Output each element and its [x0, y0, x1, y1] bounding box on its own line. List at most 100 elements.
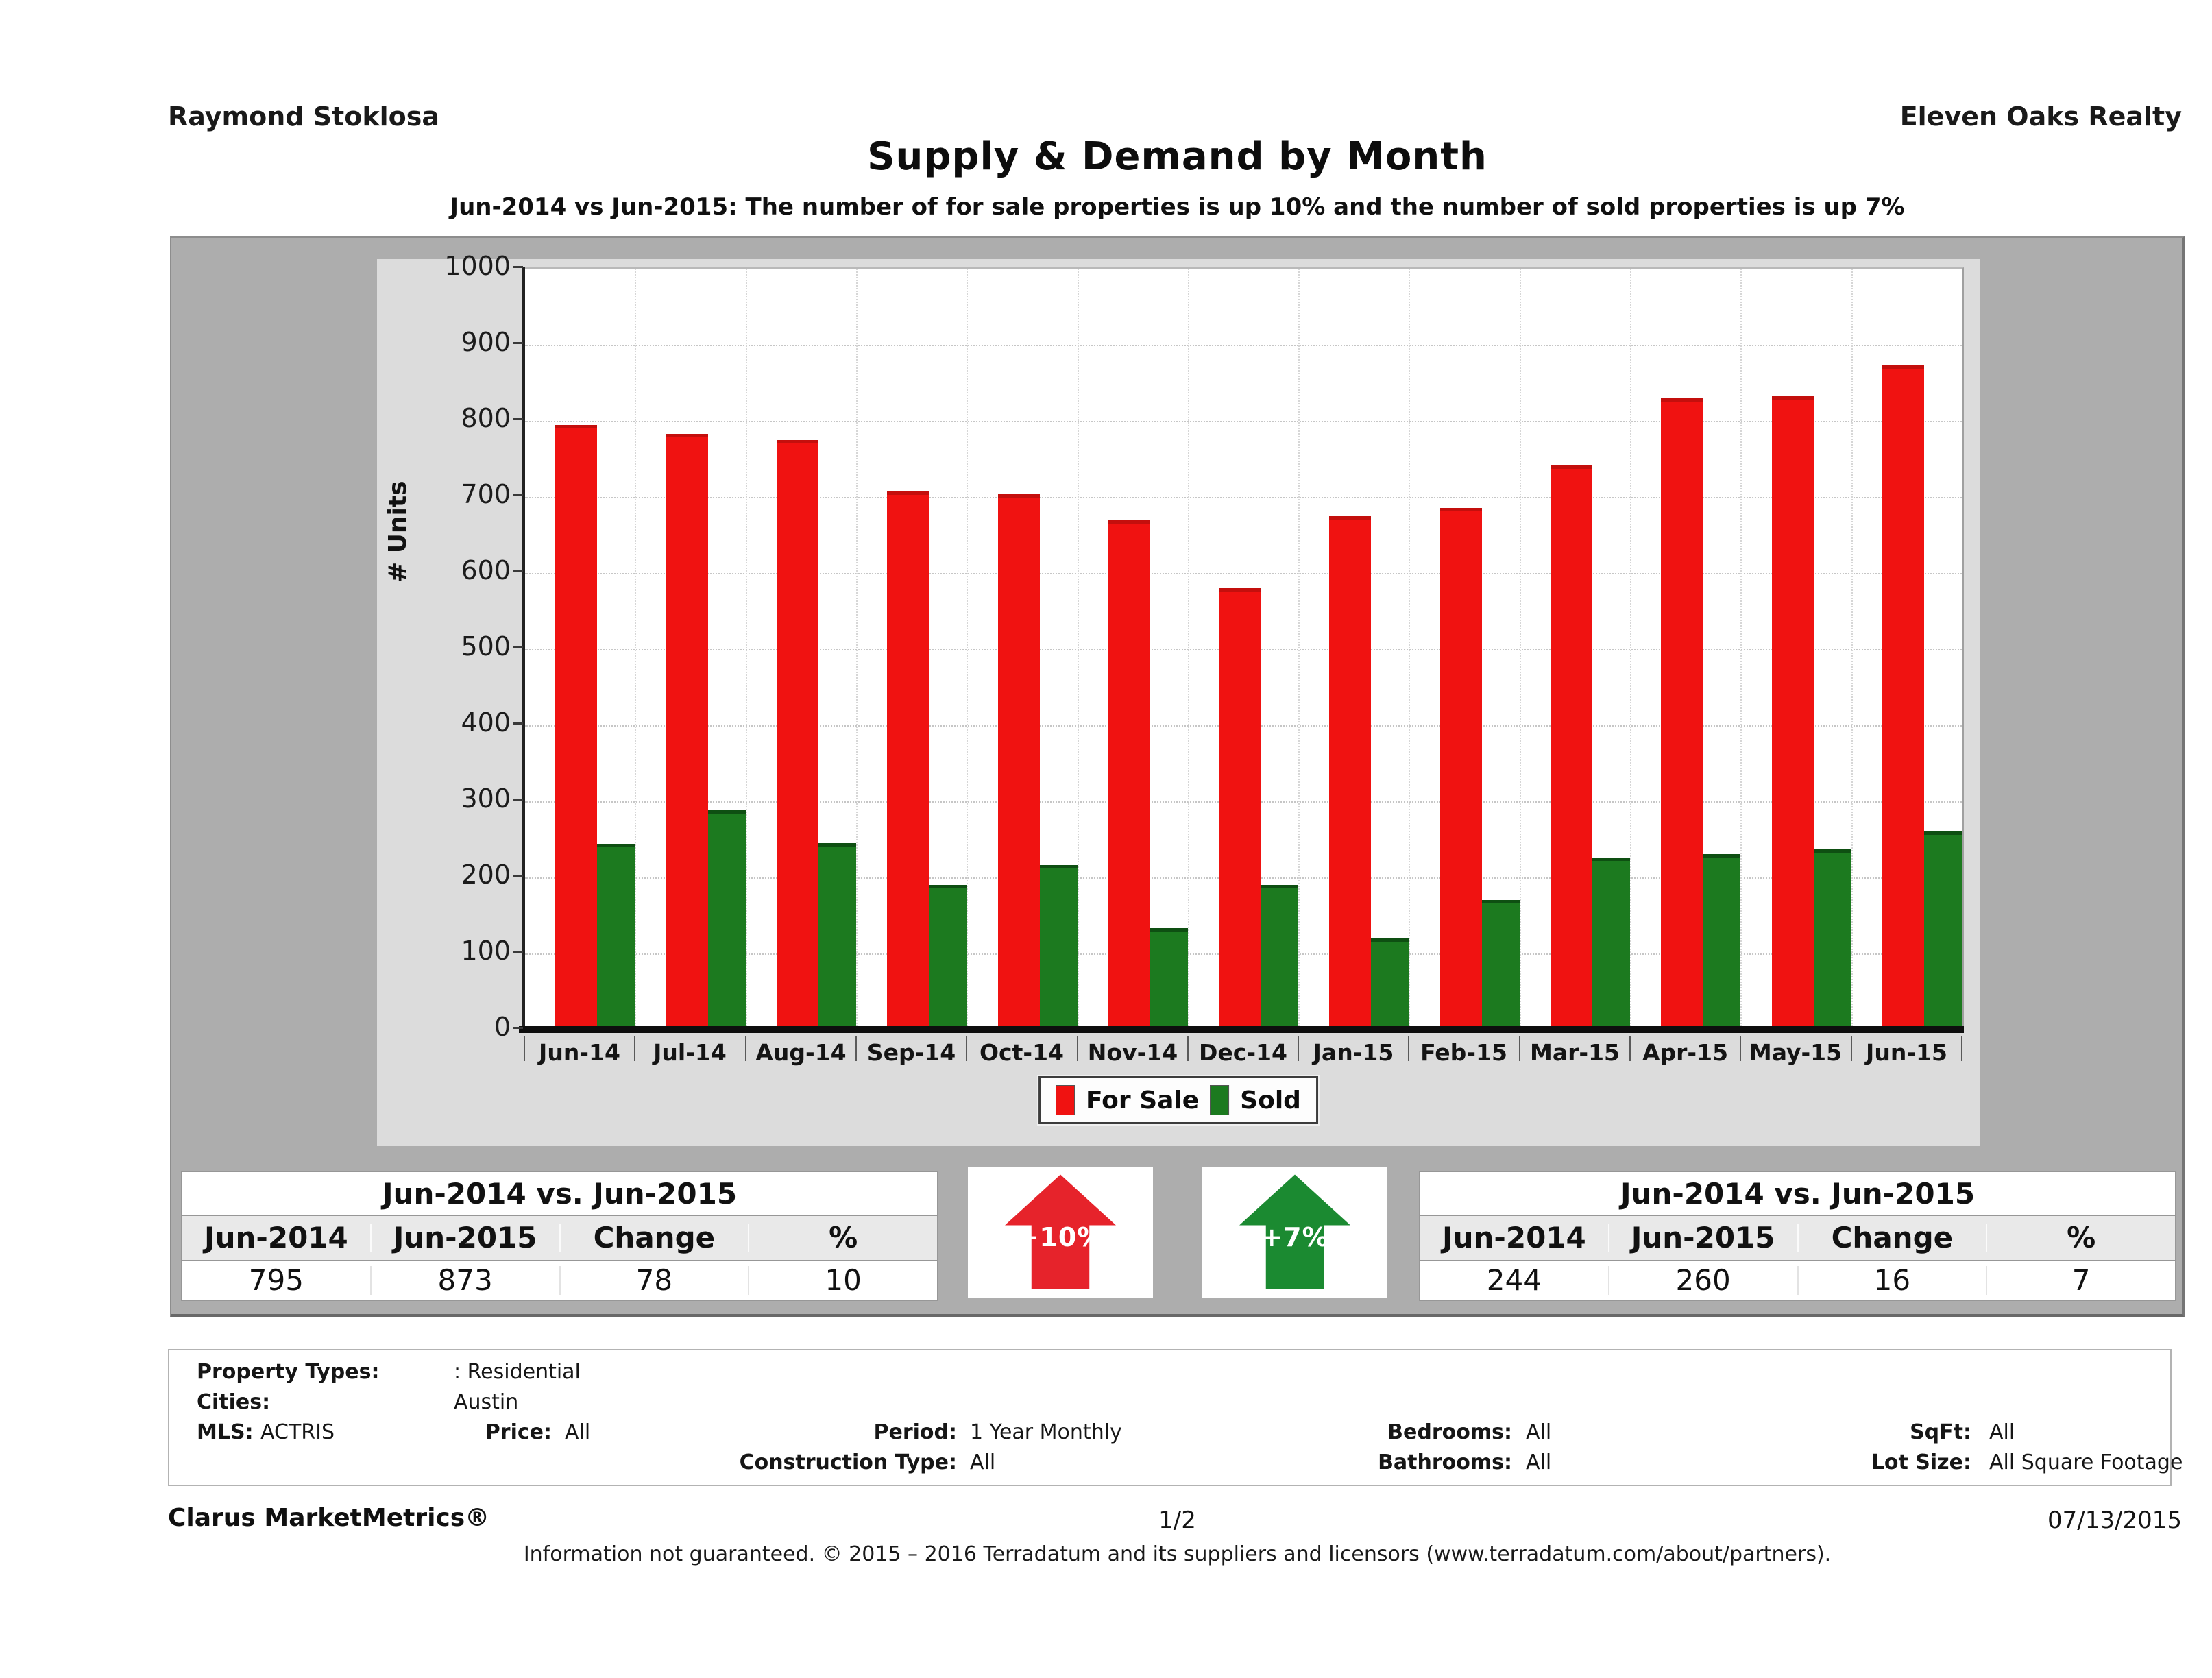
for-sale-change-label: +10%	[1017, 1221, 1104, 1252]
y-axis-title: # Units	[384, 481, 412, 583]
legend-label-sold: Sold	[1240, 1086, 1301, 1115]
x-gridline	[1851, 269, 1853, 1030]
x-axis-label: Jul-14	[653, 1039, 727, 1066]
summary-table-sold: Jun-2014 vs. Jun-2015 Jun-2014 Jun-2015 …	[1419, 1171, 2176, 1301]
table-cell: 260	[1607, 1266, 1797, 1295]
criteria-label: Price:	[485, 1420, 552, 1444]
x-axis-label: Jun-14	[539, 1039, 620, 1066]
column-header: %	[748, 1224, 937, 1252]
page-subtitle: Jun-2014 vs Jun-2015: The number of for …	[450, 193, 1905, 221]
legend-label-for-sale: For Sale	[1086, 1086, 1200, 1115]
criteria-value: All	[970, 1450, 996, 1474]
criteria-value: 1 Year Monthly	[970, 1420, 1122, 1444]
x-axis-tick	[1298, 1036, 1299, 1061]
bar-for-sale	[1329, 516, 1371, 1030]
x-axis-tick	[1851, 1036, 1852, 1061]
y-tick-label: 700	[461, 479, 511, 509]
y-tick-label: 500	[461, 631, 511, 661]
x-axis-tick	[524, 1036, 525, 1061]
x-gridline	[1520, 269, 1521, 1030]
bar-sold	[1261, 885, 1298, 1030]
column-header: Jun-2015	[369, 1224, 559, 1252]
table-cell: 7	[1986, 1266, 2175, 1295]
y-tick-label: 400	[461, 707, 511, 738]
table-cell: 795	[248, 1263, 304, 1297]
y-tick-label: 100	[461, 936, 511, 966]
y-tick-mark	[513, 570, 523, 572]
up-arrow-icon	[1005, 1174, 1116, 1289]
criteria-value: All Square Footage	[1989, 1450, 2183, 1474]
x-gridline	[635, 269, 636, 1030]
criteria-value: All	[565, 1420, 591, 1444]
table-cell: 10	[748, 1266, 937, 1295]
criteria-label: Bedrooms:	[1387, 1420, 1512, 1444]
y-tick-mark	[513, 418, 523, 420]
table-value-row: 244 260 16 7	[1420, 1261, 2175, 1300]
bar-sold	[1371, 938, 1409, 1030]
criteria-label: MLS:	[197, 1420, 254, 1444]
table-value-row: 795 873 78 10	[182, 1261, 937, 1300]
bar-for-sale	[1551, 465, 1592, 1030]
criteria-label: Construction Type:	[739, 1450, 957, 1474]
bar-sold	[1814, 849, 1851, 1030]
y-tick-mark	[513, 875, 523, 877]
x-axis-label: Nov-14	[1087, 1039, 1178, 1066]
bar-for-sale	[998, 494, 1040, 1030]
disclaimer-text: Information not guaranteed. © 2015 – 201…	[523, 1542, 1832, 1566]
y-gridline	[524, 421, 1962, 422]
x-axis-tick	[966, 1036, 967, 1061]
y-tick-mark	[513, 722, 523, 725]
column-header: Change	[1797, 1224, 1986, 1252]
x-axis-labels: Jun-14 Jul-14 Aug-14 Sep-14 Oct-14 Nov-14 Dec-…	[524, 1036, 1964, 1068]
y-axis-line	[522, 267, 525, 1028]
x-gridline	[967, 269, 968, 1030]
x-axis-tick	[1077, 1036, 1078, 1061]
x-axis-label: Feb-15	[1420, 1039, 1507, 1066]
x-axis-label: Oct-14	[979, 1039, 1064, 1066]
x-axis-tick	[1408, 1036, 1409, 1061]
bar-sold	[1592, 858, 1630, 1030]
x-axis-tick	[1519, 1036, 1520, 1061]
x-gridline	[856, 269, 858, 1030]
table-title: Jun-2014 vs. Jun-2015	[1420, 1172, 2175, 1216]
criteria-value: All	[1526, 1450, 1552, 1474]
bar-sold	[1924, 831, 1962, 1030]
x-axis-label: Apr-15	[1642, 1039, 1729, 1066]
y-tick-mark	[513, 1027, 523, 1029]
bar-for-sale	[1440, 508, 1482, 1030]
summary-table-for-sale: Jun-2014 vs. Jun-2015 Jun-2014 Jun-2015 …	[181, 1171, 938, 1301]
column-header: Jun-2014	[204, 1221, 348, 1254]
y-tick-label: 600	[461, 555, 511, 585]
bar-for-sale	[666, 434, 708, 1030]
sold-change-badge: +7%	[1202, 1167, 1387, 1298]
bar-for-sale	[1882, 365, 1924, 1030]
x-axis-tick	[745, 1036, 746, 1061]
page-number: 1/2	[1158, 1507, 1196, 1534]
legend-swatch-for-sale	[1056, 1085, 1075, 1115]
x-axis-tick	[1961, 1036, 1962, 1061]
search-criteria-panel: Property Types:: Residential Cities: Austi…	[168, 1349, 2183, 1486]
y-tick-label: 800	[461, 403, 511, 433]
y-tick-mark	[513, 494, 523, 496]
x-axis-tick	[634, 1036, 635, 1061]
bar-for-sale	[555, 425, 597, 1030]
y-gridline	[524, 573, 1962, 574]
criteria-label: Period:	[873, 1420, 958, 1444]
page-title: Supply & Demand by Month	[867, 134, 1487, 179]
criteria-value: ACTRIS	[260, 1420, 335, 1444]
y-tick-label: 300	[461, 783, 511, 814]
bar-for-sale	[887, 491, 929, 1030]
bar-sold	[929, 885, 967, 1030]
report-date: 07/13/2015	[2047, 1507, 2182, 1534]
column-header: Change	[559, 1224, 749, 1252]
table-cell: 244	[1486, 1263, 1542, 1297]
x-axis-tick	[1740, 1036, 1741, 1061]
y-tick-label: 0	[494, 1012, 511, 1042]
bar-for-sale	[1108, 520, 1150, 1030]
legend-swatch-sold	[1210, 1085, 1230, 1115]
plot-area	[524, 267, 1964, 1030]
product-name: Clarus MarketMetrics®	[168, 1504, 490, 1532]
criteria-value: Austin	[454, 1390, 519, 1414]
bar-for-sale	[777, 440, 818, 1030]
chart-legend: For Sale Sold	[1037, 1075, 1320, 1126]
